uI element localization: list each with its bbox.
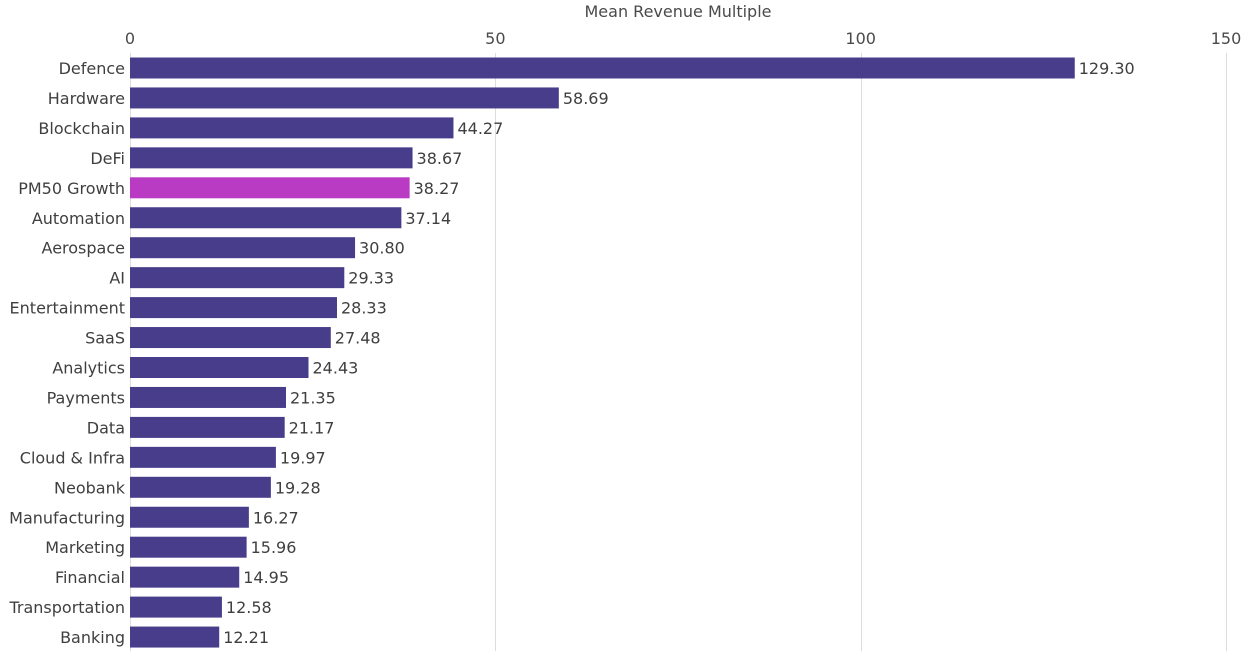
data-label: 30.80 [359,239,405,258]
bars [130,57,1075,648]
data-label: 38.67 [417,149,463,168]
x-tick-label: 100 [845,29,876,48]
category-label: Blockchain [38,119,125,138]
category-label: Transportation [8,598,125,617]
bar-aerospace[interactable] [130,237,356,259]
category-label: Data [87,418,125,437]
category-label: DeFi [90,149,125,168]
bar-blockchain[interactable] [130,117,454,139]
data-label: 24.43 [313,359,359,378]
data-label: 129.30 [1079,59,1135,78]
x-tick-label: 50 [485,29,505,48]
bar-saas[interactable] [130,327,331,349]
category-label: Financial [55,568,125,587]
data-label: 28.33 [341,299,387,318]
data-label: 37.14 [405,209,451,228]
bar-analytics[interactable] [130,357,309,378]
data-label: 19.28 [275,478,321,497]
data-label: 21.17 [289,418,335,437]
bar-entertainment[interactable] [130,297,337,319]
data-label: 19.97 [280,448,326,467]
bar-data[interactable] [130,416,285,438]
bar-transportation[interactable] [130,596,222,618]
category-label: Banking [60,628,125,647]
category-label: Neobank [54,478,126,497]
bar-cloud-infra[interactable] [130,446,276,468]
category-label: PM50 Growth [18,179,125,198]
bar-marketing[interactable] [130,536,247,558]
bar-defence[interactable] [130,57,1075,79]
x-axis-title: Mean Revenue Multiple [585,2,772,21]
category-label: Aerospace [42,239,125,258]
data-label: 16.27 [253,508,299,527]
category-label: Defence [59,59,125,78]
bar-banking[interactable] [130,626,220,648]
data-label: 44.27 [457,119,503,138]
x-tick-label: 150 [1211,29,1242,48]
category-label: Payments [47,388,125,407]
category-label: Entertainment [10,299,125,318]
data-label: 27.48 [335,329,381,348]
data-label: 29.33 [348,269,394,288]
bar-ai[interactable] [130,267,345,289]
x-tick-label: 0 [125,29,135,48]
bar-financial[interactable] [130,566,240,588]
data-label: 14.95 [243,568,289,587]
category-label: Cloud & Infra [20,448,125,467]
bar-payments[interactable] [130,386,286,408]
category-label: AI [109,269,125,288]
data-label: 12.21 [223,628,269,647]
data-label: 12.58 [226,598,272,617]
category-label: Manufacturing [9,508,125,527]
data-label: 38.27 [414,179,460,198]
data-label: 15.96 [251,538,297,557]
x-axis-ticks: 0 50 100 150 [125,29,1241,48]
bar-defi[interactable] [130,147,413,169]
category-label: SaaS [85,329,125,348]
bar-neobank[interactable] [130,476,271,498]
bar-manufacturing[interactable] [130,506,249,528]
bar-hardware[interactable] [130,87,559,109]
category-labels: Defence Hardware Blockchain DeFi PM50 Growth… [8,59,125,647]
category-label: Hardware [48,89,125,108]
gridlines [130,53,1227,651]
bar-automation[interactable] [130,207,402,229]
data-label: 21.35 [290,388,336,407]
data-label: 58.69 [563,89,609,108]
category-label: Automation [32,209,125,228]
category-label: Marketing [45,538,125,557]
category-label: Analytics [52,359,125,378]
bar-pm50-growth[interactable] [130,177,410,199]
